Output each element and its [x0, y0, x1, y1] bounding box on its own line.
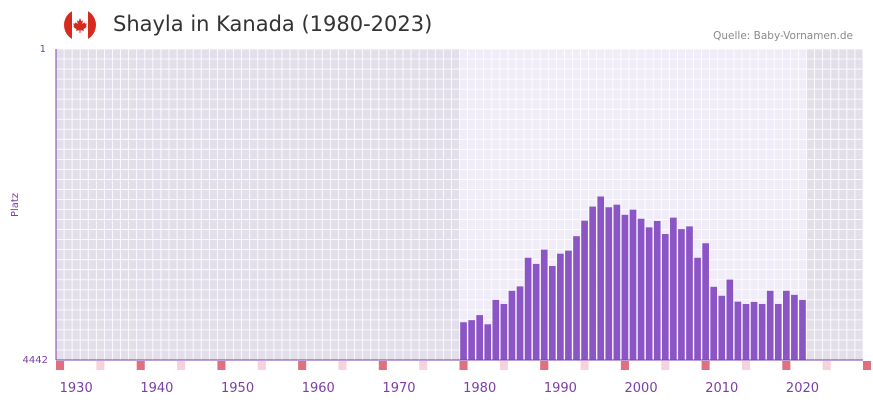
decade-marker-1948	[217, 361, 226, 370]
bar-2014	[750, 301, 758, 360]
bar-2007	[694, 257, 701, 360]
bar-2015	[758, 303, 766, 360]
decade-marker-1998	[620, 361, 629, 370]
bar-1984	[508, 290, 516, 360]
bar-2017	[774, 303, 782, 360]
bar-1979	[468, 320, 475, 360]
x-tick-1940: 1940	[140, 381, 173, 396]
bar-2010	[718, 295, 726, 360]
half-decade-marker-1933	[96, 361, 105, 370]
decade-marker-2018	[782, 361, 791, 370]
bar-2006	[686, 226, 693, 360]
bar-1986	[524, 257, 532, 360]
canada-flag-icon	[64, 9, 96, 41]
bar-2018	[783, 290, 790, 360]
bar-1991	[565, 250, 572, 360]
bar-1996	[605, 207, 613, 360]
bar-2003	[661, 234, 669, 360]
x-tick-1980: 1980	[463, 381, 496, 396]
bar-2012	[734, 301, 742, 360]
decade-marker-1978	[459, 361, 468, 370]
y-tick-bottom: 4442	[23, 355, 48, 366]
half-decade-marker-1943	[177, 361, 186, 370]
bar-2011	[726, 279, 734, 360]
bar-1998	[621, 214, 629, 360]
bar-2008	[702, 243, 709, 360]
bar-2000	[637, 218, 645, 360]
bar-1997	[613, 204, 621, 360]
x-tick-2010: 2010	[705, 381, 738, 396]
x-tick-2000: 2000	[625, 381, 658, 396]
bar-1982	[492, 299, 500, 360]
bar-1990	[557, 253, 564, 360]
bar-2016	[766, 290, 774, 360]
y-tick-top: 1	[40, 44, 46, 55]
bar-2019	[791, 294, 798, 360]
bar-1989	[548, 266, 556, 360]
x-tick-1930: 1930	[60, 381, 93, 396]
x-tick-2020: 2020	[786, 381, 819, 396]
half-decade-marker-1963	[338, 361, 347, 370]
decade-marker-1938	[136, 361, 145, 370]
grid-lines	[55, 48, 864, 361]
half-decade-marker-1993	[580, 361, 589, 370]
decade-marker-2028	[863, 361, 872, 370]
bar-2005	[678, 229, 685, 360]
x-tick-1970: 1970	[382, 381, 415, 396]
x-tick-1950: 1950	[221, 381, 254, 396]
x-tick-1990: 1990	[544, 381, 577, 396]
decade-marker-2008	[701, 361, 710, 370]
half-decade-marker-2023	[822, 361, 831, 370]
bar-1985	[516, 286, 524, 360]
half-decade-marker-1983	[499, 361, 508, 370]
bar-1980	[476, 315, 484, 360]
half-decade-marker-1953	[257, 361, 266, 370]
page-title: Shayla in Kanada (1980-2023)	[113, 12, 433, 36]
bar-2002	[653, 220, 661, 360]
x-tick-1960: 1960	[302, 381, 335, 396]
bar-1983	[500, 303, 508, 360]
half-decade-marker-1973	[419, 361, 428, 370]
bar-1999	[629, 209, 637, 360]
bar-1995	[597, 196, 605, 360]
bar-1993	[581, 220, 588, 360]
decade-marker-1958	[298, 361, 307, 370]
bar-1978	[460, 322, 467, 360]
half-decade-marker-2013	[741, 361, 751, 370]
bar-2004	[670, 217, 677, 360]
y-axis-label: Platz	[10, 193, 21, 217]
decade-marker-1968	[378, 361, 387, 370]
bar-1987	[532, 263, 540, 360]
bar-1988	[540, 249, 548, 360]
source-credit: Quelle: Baby-Vornamen.de	[713, 30, 853, 42]
bar-2001	[645, 227, 653, 360]
bar-2020	[799, 299, 806, 360]
bar-1981	[484, 324, 492, 360]
bar-1992	[573, 236, 580, 360]
bar-2009	[710, 286, 718, 360]
half-decade-marker-2003	[661, 361, 670, 370]
decade-marker-1988	[540, 361, 549, 370]
decade-marker-1928	[56, 361, 65, 370]
bar-2013	[742, 303, 750, 360]
bar-1994	[589, 206, 596, 360]
